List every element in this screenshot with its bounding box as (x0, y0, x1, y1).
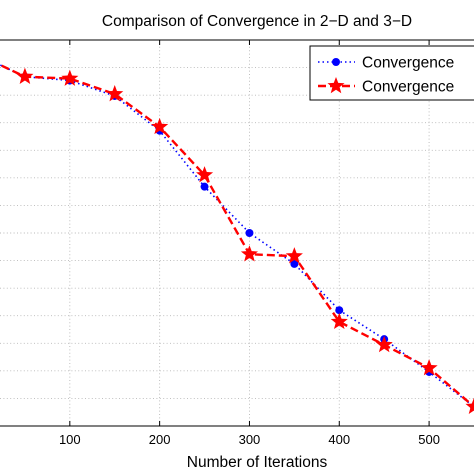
data-point (375, 335, 393, 353)
data-point (106, 85, 124, 102)
x-tick-label: 200 (149, 432, 171, 447)
data-point (285, 247, 303, 264)
data-point (290, 259, 299, 268)
x-tick-label: 100 (59, 432, 81, 447)
series-2 (0, 63, 474, 414)
x-axis-label: Number of Iterations (187, 454, 328, 471)
legend-marker (327, 77, 345, 94)
plot-area (0, 63, 474, 414)
data-point (420, 359, 438, 376)
x-tick-label: 300 (239, 432, 261, 447)
data-point (16, 67, 34, 84)
series-line (0, 63, 474, 408)
legend-label: Convergence (362, 79, 454, 96)
data-point (240, 245, 259, 262)
data-point (330, 312, 348, 330)
legend-box (309, 45, 474, 101)
legend-marker (332, 58, 340, 66)
x-tick-label: 400 (328, 432, 350, 447)
data-point (200, 182, 209, 191)
data-point (335, 306, 344, 315)
data-point (151, 117, 169, 135)
data-point (245, 229, 254, 237)
data-point (61, 69, 79, 86)
x-tick-label: 500 (418, 432, 440, 447)
chart-title: Comparison of Convergence in 2−D and 3−D (102, 13, 412, 30)
data-point (465, 397, 474, 414)
axes: 100 200 300 400 500 (0, 39, 474, 447)
legend: Convergence Convergence (309, 45, 474, 101)
data-point (195, 166, 214, 183)
legend-label: Convergence (362, 55, 454, 72)
